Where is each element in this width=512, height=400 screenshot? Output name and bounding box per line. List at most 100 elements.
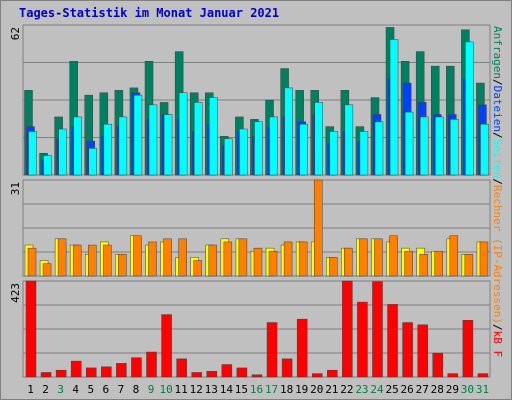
- rechner-bar: [118, 254, 127, 277]
- seiten-bar: [450, 119, 459, 176]
- kb-bar: [342, 280, 353, 378]
- kb-bar: [236, 367, 248, 378]
- x-tick-label: 8: [133, 383, 140, 396]
- rechner-bar: [434, 250, 443, 277]
- x-tick-label: 10: [159, 383, 172, 396]
- x-tick-label: 19: [295, 383, 308, 396]
- kb-bar: [55, 369, 67, 378]
- seiten-bar: [480, 123, 489, 176]
- x-tick-label: 29: [446, 383, 459, 396]
- kb-bar: [191, 372, 202, 378]
- x-tick-label: 18: [280, 383, 293, 396]
- legend-entry: /: [491, 79, 504, 86]
- seiten-bar: [465, 41, 474, 176]
- seiten-bar: [58, 128, 67, 176]
- x-tick-label: 13: [205, 383, 218, 396]
- seiten-bar: [269, 116, 278, 176]
- x-tick-label: 24: [370, 383, 384, 396]
- legend-entry: Dateien: [491, 86, 504, 132]
- rechner-bar: [57, 238, 67, 277]
- rechner-bar: [449, 235, 459, 277]
- kb-bar: [25, 280, 37, 378]
- x-tick-label: 1: [27, 383, 34, 396]
- seiten-bar: [314, 102, 323, 176]
- seiten-bar: [43, 155, 52, 176]
- kb-bar: [116, 363, 127, 378]
- x-tick-label: 2: [42, 383, 49, 396]
- x-tick-label: 12: [190, 383, 203, 396]
- legend-entry: /: [491, 324, 504, 331]
- rechner-bar: [419, 254, 428, 277]
- kb-bar: [131, 357, 142, 378]
- x-tick-label: 17: [265, 383, 278, 396]
- kb-bar: [146, 351, 157, 378]
- rechner-bar: [223, 241, 233, 277]
- rechner-bar: [479, 241, 489, 277]
- kb-bar: [477, 373, 489, 378]
- panel-2-ymax-label: 31: [9, 182, 22, 195]
- rechner-bar: [193, 260, 202, 277]
- kb-bar: [176, 358, 187, 378]
- seiten-bar: [178, 92, 188, 176]
- seiten-bar: [193, 102, 203, 176]
- kb-bar: [161, 314, 172, 378]
- seiten-bar: [359, 131, 369, 176]
- kb-bar: [462, 320, 474, 378]
- x-tick-label: 7: [118, 383, 125, 396]
- x-tick-label: 4: [72, 383, 79, 396]
- legend-entry: kB F: [491, 331, 504, 358]
- x-tick-label: 3: [57, 383, 64, 396]
- kb-bar: [447, 373, 459, 378]
- rechner-bar: [133, 235, 142, 277]
- kb-bar: [327, 369, 338, 378]
- x-tick-label: 21: [325, 383, 338, 396]
- panel-3-ymax-label: 423: [9, 283, 22, 303]
- panel-1-ymax-label: 62: [9, 27, 22, 40]
- rechner-bar: [283, 241, 293, 277]
- seiten-bar: [404, 111, 414, 176]
- rechner-bar: [148, 241, 157, 277]
- rechner-bar: [374, 238, 383, 277]
- kb-bar: [221, 364, 233, 378]
- seiten-bar: [103, 123, 113, 176]
- rechner-bar: [404, 250, 413, 277]
- kb-bar: [251, 374, 263, 378]
- rechner-bar: [42, 263, 52, 277]
- legend-entry: /: [491, 178, 504, 185]
- kb-bar: [86, 367, 97, 378]
- x-tick-label: 15: [235, 383, 248, 396]
- legend-entry: Anfragen: [491, 26, 504, 79]
- x-tick-label: 30: [461, 383, 474, 396]
- seiten-bar: [254, 121, 263, 176]
- seiten-bar: [148, 104, 158, 176]
- seiten-bar: [239, 128, 248, 176]
- kb-bar: [296, 318, 308, 378]
- rechner-bar: [329, 257, 338, 277]
- kb-bar: [311, 373, 323, 378]
- x-tick-label: 14: [220, 383, 234, 396]
- x-tick-label: 16: [250, 383, 263, 396]
- rechner-bar: [163, 238, 172, 277]
- rechner-bar: [72, 244, 82, 277]
- seiten-bar: [88, 148, 98, 176]
- rechner-bar: [359, 238, 368, 277]
- seiten-bar: [133, 94, 143, 176]
- seiten-bar: [419, 116, 429, 176]
- kb-bar: [266, 322, 278, 378]
- seiten-bar: [118, 116, 128, 176]
- x-tick-label: 23: [355, 383, 368, 396]
- rechner-bar: [268, 250, 278, 277]
- kb-bar: [387, 304, 398, 378]
- x-tick-label: 28: [431, 383, 444, 396]
- x-tick-label: 26: [401, 383, 414, 396]
- kb-bar: [70, 360, 82, 378]
- kb-bar: [357, 301, 368, 378]
- x-tick-label: 9: [148, 383, 155, 396]
- rechner-bar: [103, 244, 112, 277]
- rechner-bar: [298, 241, 308, 277]
- rechner-bar: [464, 254, 474, 277]
- legend-entry: Rechner (IP-Adressen): [491, 185, 504, 324]
- seiten-bar: [209, 97, 218, 176]
- kb-bar: [40, 372, 52, 378]
